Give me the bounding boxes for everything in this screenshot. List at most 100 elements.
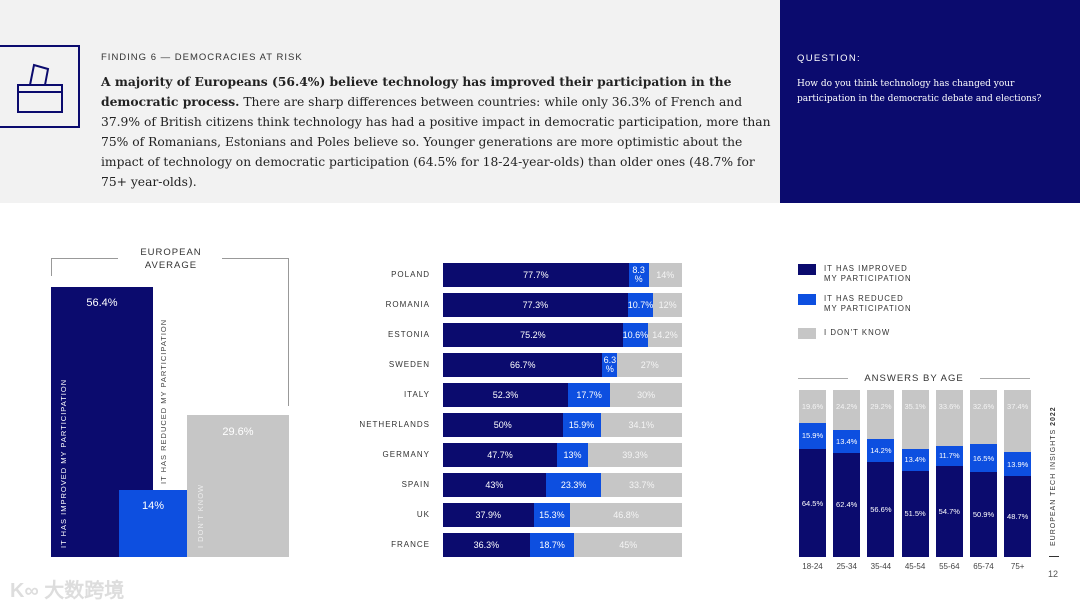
legend-swatch	[798, 264, 816, 275]
bar-segment-reduced: 10.7%	[627, 293, 654, 317]
age-bar-segment-reduced: 13.4%	[901, 448, 929, 471]
bar-segment-dont-know: 27%	[617, 353, 682, 377]
legend-label: IT HAS REDUCED MY PARTICIPATION	[824, 294, 912, 313]
country-label: NETHERLANDS	[359, 420, 430, 429]
legend-label: IT HAS IMPROVED MY PARTICIPATION	[824, 264, 912, 283]
bar-segment-dont-know: 12%	[653, 293, 682, 317]
age-bar-segment-dont-know: 37.4%	[1004, 390, 1032, 453]
value-improved: 56.4%	[86, 297, 118, 309]
divider	[1049, 556, 1059, 557]
bar-segment-dont-know: 39.3%	[588, 443, 682, 467]
age-bar-segment-reduced: 11.7%	[935, 446, 963, 466]
legend-label: I DON'T KNOW	[824, 328, 891, 337]
watermark-text: 大数跨境	[44, 580, 125, 602]
question-panel: QUESTION: How do you think technology ha…	[780, 0, 1080, 203]
side-title: EUROPEAN TECH INSIGHTS 2022	[1050, 406, 1057, 546]
divider	[980, 378, 1030, 379]
age-bar-segment-reduced: 14.2%	[867, 438, 895, 463]
bar-segment-improved: 66.7%	[443, 353, 603, 377]
age-bar-segment-dont-know: 19.6%	[799, 390, 826, 423]
bar-segment-improved: 75.2%	[443, 323, 623, 347]
bar-segment-reduced: 18.7%	[529, 533, 575, 557]
bar-segment-reduced: 17.7%	[567, 383, 611, 407]
legend-improved: IT HAS IMPROVED MY PARTICIPATION	[798, 264, 919, 284]
bar-segment-dont-know: 30%	[610, 383, 682, 407]
ballot-box-icon	[17, 63, 63, 113]
age-bar-segment-dont-know: 35.1%	[901, 390, 929, 449]
bar-segment-dont-know: 45%	[574, 533, 682, 557]
age-bar-segment-dont-know: 24.2%	[833, 390, 861, 431]
watermark-logo: K∞	[10, 580, 45, 602]
bar-dont-know	[187, 415, 289, 557]
average-title: EUROPEAN AVERAGE	[140, 247, 202, 271]
country-label: ITALY	[403, 390, 430, 399]
age-bar-segment-improved: 50.9%	[970, 471, 997, 557]
bar-segment-dont-know: 14.2%	[648, 323, 682, 347]
finding-text: A majority of Europeans (56.4%) believe …	[101, 72, 771, 192]
age-bar-segment-dont-know: 32.6%	[970, 390, 997, 445]
bar-segment-reduced: 13%	[557, 443, 589, 467]
country-label: ESTONIA	[388, 330, 430, 339]
watermark: K∞ 大数跨境	[10, 574, 124, 603]
bar-segment-reduced: 6.3 %	[602, 353, 618, 377]
bar-segment-improved: 50%	[443, 413, 563, 437]
bar-segment-dont-know: 33.7%	[601, 473, 682, 497]
age-bar-segment-reduced: 13.9%	[1004, 452, 1032, 476]
bar-segment-reduced: 15.3%	[533, 503, 571, 527]
legend-swatch	[798, 328, 816, 339]
bar-segment-reduced: 23.3%	[545, 473, 602, 497]
page-number: 12	[1048, 569, 1059, 579]
age-bar-segment-improved: 56.6%	[867, 462, 895, 557]
lead-bold: A majority of Europeans (56.4%) believe …	[101, 74, 732, 109]
finding-label: FINDING 6 — DEMOCRACIES AT RISK	[101, 52, 303, 63]
age-bar-segment-dont-know: 33.6%	[935, 390, 963, 447]
bar-segment-dont-know: 14%	[648, 263, 682, 287]
bar-segment-improved: 47.7%	[443, 443, 557, 467]
question-text: How do you think technology has changed …	[797, 79, 1042, 104]
age-bar-segment-reduced: 15.9%	[799, 422, 826, 450]
age-bar-segment-improved: 54.7%	[935, 465, 963, 557]
country-label: SPAIN	[401, 480, 430, 489]
legend-dont-know: I DON'T KNOW	[798, 328, 890, 339]
age-bar-segment-reduced: 16.5%	[970, 444, 997, 472]
header-band	[0, 0, 780, 203]
age-bar-segment-improved: 62.4%	[833, 452, 861, 557]
bar-segment-improved: 37.9%	[443, 503, 534, 527]
age-label: 65-74	[973, 562, 994, 571]
ballot-box-icon-frame	[0, 45, 80, 128]
divider	[798, 378, 848, 379]
age-label: 18-24	[802, 562, 823, 571]
age-chart-title: ANSWERS BY AGE	[864, 373, 964, 384]
side-title-text: EUROPEAN TECH INSIGHTS	[1050, 428, 1057, 546]
country-label: ROMANIA	[385, 300, 430, 309]
bar-segment-improved: 43%	[443, 473, 546, 497]
age-bar-segment-reduced: 13.4%	[833, 430, 861, 453]
bar-segment-reduced: 8.3 %	[628, 263, 649, 287]
legend-reduced: IT HAS REDUCED MY PARTICIPATION	[798, 294, 919, 314]
bar-segment-improved: 52.3%	[443, 383, 568, 407]
age-bar-segment-dont-know: 29.2%	[867, 390, 895, 439]
age-bar-segment-improved: 64.5%	[799, 449, 826, 557]
side-year: 2022	[1050, 406, 1057, 426]
value-reduced: 14%	[141, 500, 165, 512]
value-dont-know: 29.6%	[222, 426, 254, 438]
label-dont-know: I DON'T KNOW	[196, 483, 205, 548]
legend-swatch	[798, 294, 816, 305]
bar-segment-dont-know: 34.1%	[600, 413, 682, 437]
bar-reduced	[119, 490, 187, 557]
country-label: UK	[416, 510, 430, 519]
label-improved: IT HAS IMPROVED MY PARTICIPATION	[59, 378, 68, 548]
bar-segment-reduced: 15.9%	[562, 413, 601, 437]
bar-segment-dont-know: 46.8%	[570, 503, 682, 527]
country-label: GERMANY	[382, 450, 430, 459]
country-label: POLAND	[391, 270, 430, 279]
bar-segment-improved: 36.3%	[443, 533, 530, 557]
age-bar-segment-improved: 51.5%	[901, 470, 929, 557]
age-label: 45-54	[904, 562, 926, 571]
country-label: SWEDEN	[388, 360, 430, 369]
bar-segment-improved: 77.7%	[443, 263, 629, 287]
bar-segment-reduced: 10.6%	[623, 323, 648, 347]
bar-segment-improved: 77.3%	[443, 293, 628, 317]
label-reduced: IT HAS REDUCED MY PARTICIPATION	[159, 318, 168, 484]
question-label: QUESTION:	[797, 53, 861, 64]
